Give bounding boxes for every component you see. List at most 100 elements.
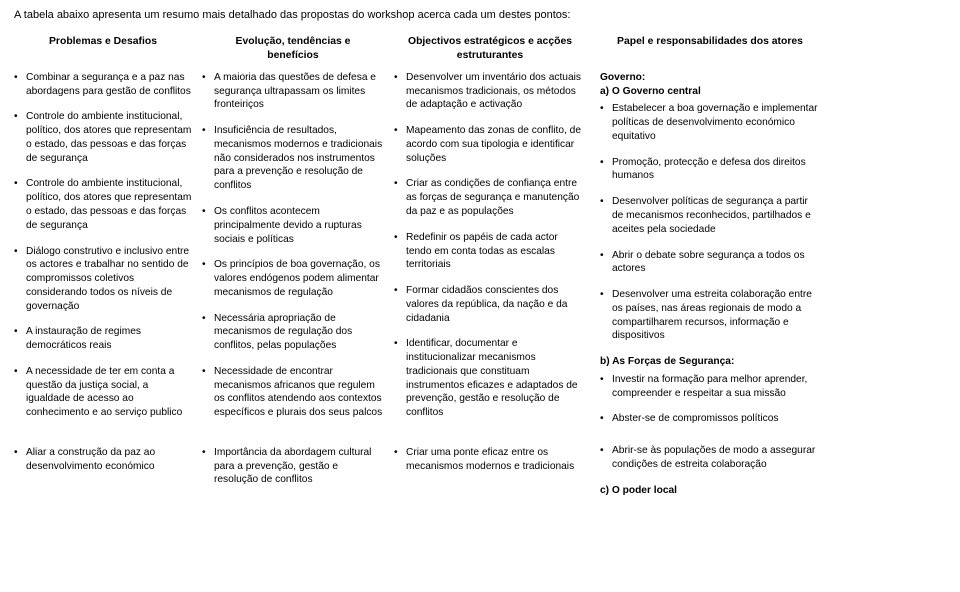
gov-block: Governo: a) O Governo central (600, 71, 820, 99)
bullet-item: •Importância da abordagem cultural para … (202, 446, 384, 487)
bullet-item: •A maioria das questões de defesa e segu… (202, 71, 384, 112)
bullet-icon: • (600, 373, 612, 401)
bullet-item: •Abrir-se às populações de modo a assegu… (600, 444, 820, 472)
bullet-item: •Mapeamento das zonas de conflito, de ac… (394, 124, 586, 165)
bullet-item: •Desenvolver um inventário dos actuais m… (394, 71, 586, 112)
bullet-item: •Investir na formação para melhor aprend… (600, 373, 820, 401)
col-header-text: Papel e responsabilidades dos atores (600, 35, 820, 49)
bullet-icon: • (600, 102, 612, 143)
bullet-item: •A instauração de regimes democráticos r… (14, 325, 192, 353)
bullet-text: Diálogo construtivo e inclusivo entre os… (26, 245, 192, 314)
bullet-item: •Redefinir os papéis de cada actor tendo… (394, 231, 586, 272)
bullet-icon: • (600, 288, 612, 343)
bullet-icon: • (394, 337, 406, 420)
col-header-text: Problemas e Desafios (14, 35, 192, 49)
bullet-text: Investir na formação para melhor aprende… (612, 373, 820, 401)
bullet-text: Redefinir os papéis de cada actor tendo … (406, 231, 586, 272)
bullet-item: •Promoção, protecção e defesa dos direit… (600, 156, 820, 184)
bullet-icon: • (202, 312, 214, 353)
bullet-text: Necessária apropriação de mecanismos de … (214, 312, 384, 353)
col-problems: Problemas e Desafios •Combinar a seguran… (14, 35, 192, 499)
bullet-text: Desenvolver políticas de segurança a par… (612, 195, 820, 236)
bullet-icon: • (600, 444, 612, 472)
bullet-text: Estabelecer a boa governação e implement… (612, 102, 820, 143)
col-header-objectives: Objectivos estratégicos e acções estrutu… (394, 35, 586, 65)
col-header-roles: Papel e responsabilidades dos atores (600, 35, 820, 65)
bullet-icon: • (202, 365, 214, 420)
bullet-item: •Desenvolver políticas de segurança a pa… (600, 195, 820, 236)
bullet-item: •Criar uma ponte eficaz entre os mecanis… (394, 446, 586, 474)
security-forces-label: b) As Forças de Segurança: (600, 355, 820, 369)
bullet-icon: • (14, 110, 26, 165)
bullet-text: Aliar a construção da paz ao desenvolvim… (26, 446, 192, 474)
bullet-item: •Desenvolver uma estreita colaboração en… (600, 288, 820, 343)
bullet-text: Abrir-se às populações de modo a assegur… (612, 444, 820, 472)
bullet-icon: • (394, 71, 406, 112)
bullet-icon: • (202, 124, 214, 193)
bullet-icon: • (14, 446, 26, 474)
gov-label: Governo: (600, 71, 820, 85)
bullet-item: •Os princípios de boa governação, os val… (202, 258, 384, 299)
bullet-icon: • (394, 231, 406, 272)
summary-table: Problemas e Desafios •Combinar a seguran… (14, 35, 946, 499)
bullet-text: Abster-se de compromissos políticos (612, 412, 820, 426)
bullet-item: •Diálogo construtivo e inclusivo entre o… (14, 245, 192, 314)
bullet-item: •Abster-se de compromissos políticos (600, 412, 820, 426)
bullet-item: •Os conflitos acontecem principalmente d… (202, 205, 384, 246)
col-header-line1: Evolução, tendências e (202, 35, 384, 49)
bullet-icon: • (202, 258, 214, 299)
col-roles: Papel e responsabilidades dos atores Gov… (596, 35, 820, 499)
bullet-text: Combinar a segurança e a paz nas abordag… (26, 71, 192, 99)
intro-text: A tabela abaixo apresenta um resumo mais… (14, 8, 946, 23)
bullet-item: •Controle do ambiente institucional, pol… (14, 177, 192, 232)
bullet-text: Importância da abordagem cultural para a… (214, 446, 384, 487)
col-header-line2: estruturantes (394, 49, 586, 63)
bullet-text: Controle do ambiente institucional, polí… (26, 177, 192, 232)
bullet-text: Desenvolver um inventário dos actuais me… (406, 71, 586, 112)
bullet-text: Necessidade de encontrar mecanismos afri… (214, 365, 384, 420)
bullet-icon: • (600, 156, 612, 184)
bullet-icon: • (202, 205, 214, 246)
bullet-icon: • (394, 177, 406, 218)
bullet-text: Abrir o debate sobre segurança a todos o… (612, 249, 820, 277)
col-header-line2: benefícios (202, 49, 384, 63)
col-header-evolution: Evolução, tendências e benefícios (202, 35, 384, 65)
bullet-icon: • (600, 195, 612, 236)
bullet-text: Insuficiência de resultados, mecanismos … (214, 124, 384, 193)
col-header-problems: Problemas e Desafios (14, 35, 192, 65)
bullet-text: Os conflitos acontecem principalmente de… (214, 205, 384, 246)
bullet-item: •Criar as condições de confiança entre a… (394, 177, 586, 218)
bullet-text: Criar uma ponte eficaz entre os mecanism… (406, 446, 586, 474)
bullet-icon: • (14, 365, 26, 420)
bullet-item: •Insuficiência de resultados, mecanismos… (202, 124, 384, 193)
bullet-item: •Controle do ambiente institucional, pol… (14, 110, 192, 165)
col-objectives: Objectivos estratégicos e acções estrutu… (394, 35, 586, 499)
bullet-text: Promoção, protecção e defesa dos direito… (612, 156, 820, 184)
bullet-text: Mapeamento das zonas de conflito, de aco… (406, 124, 586, 165)
bullet-text: Identificar, documentar e institucionali… (406, 337, 586, 420)
bullet-text: A necessidade de ter em conta a questão … (26, 365, 192, 420)
bullet-text: A maioria das questões de defesa e segur… (214, 71, 384, 112)
col-evolution: Evolução, tendências e benefícios •A mai… (202, 35, 384, 499)
bullet-icon: • (394, 124, 406, 165)
bullet-icon: • (14, 177, 26, 232)
bullet-icon: • (14, 71, 26, 99)
bullet-icon: • (600, 412, 612, 426)
bullet-icon: • (202, 446, 214, 487)
bullet-item: •Combinar a segurança e a paz nas aborda… (14, 71, 192, 99)
col-header-line1: Objectivos estratégicos e acções (394, 35, 586, 49)
bullet-text: Controle do ambiente institucional, polí… (26, 110, 192, 165)
gov-central-label: a) O Governo central (600, 85, 820, 99)
bullet-text: A instauração de regimes democráticos re… (26, 325, 192, 353)
bullet-text: Criar as condições de confiança entre as… (406, 177, 586, 218)
bullet-item: •A necessidade de ter em conta a questão… (14, 365, 192, 420)
bullet-item: •Necessidade de encontrar mecanismos afr… (202, 365, 384, 420)
bullet-item: •Abrir o debate sobre segurança a todos … (600, 249, 820, 277)
bullet-text: Os princípios de boa governação, os valo… (214, 258, 384, 299)
bullet-icon: • (202, 71, 214, 112)
bullet-item: •Necessária apropriação de mecanismos de… (202, 312, 384, 353)
bullet-item: •Estabelecer a boa governação e implemen… (600, 102, 820, 143)
bullet-icon: • (600, 249, 612, 277)
bullet-item: •Aliar a construção da paz ao desenvolvi… (14, 446, 192, 474)
bullet-text: Formar cidadãos conscientes dos valores … (406, 284, 586, 325)
